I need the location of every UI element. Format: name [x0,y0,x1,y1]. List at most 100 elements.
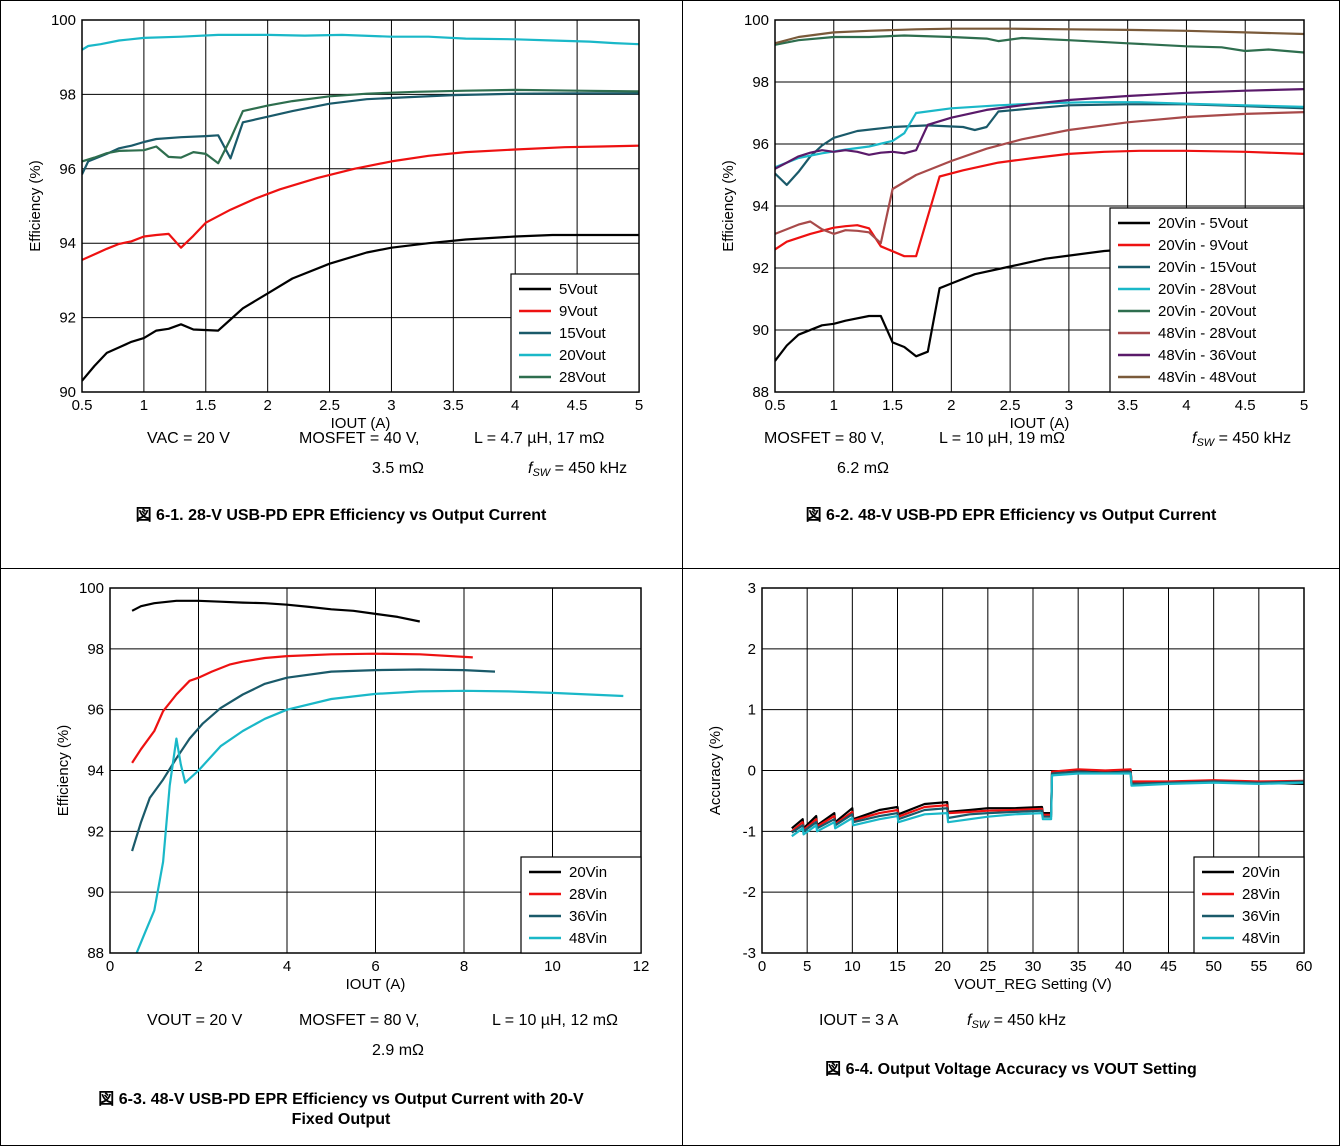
x-tick-label: 1.5 [882,397,903,414]
x-tick-label: 0 [758,958,766,975]
legend-box [1109,207,1305,393]
y-axis-label: Efficiency (%) [27,160,44,251]
series-line-28vout [82,88,639,165]
x-tick-label: 10 [544,958,561,975]
fsw-symbol: f [528,460,533,477]
legend-label: 48Vin - 28Vout [1158,325,1257,342]
y-axis-label: Efficiency (%) [55,725,72,816]
y-tick-label: 92 [59,310,76,327]
y-tick-label: 88 [752,384,769,401]
legend-label: 20Vin - 20Vout [1158,303,1257,320]
series-line-20vin-20vout [775,34,1304,54]
condition-vac: VAC = 20 V [147,430,230,447]
x-tick-label: 0.5 [72,397,93,414]
y-tick-label: 94 [752,198,769,215]
legend-label: 9Vout [559,303,598,320]
fsw-value: = 450 kHz [993,1012,1067,1029]
x-tick-label: 1 [140,397,148,414]
legend-label: 28Vin [569,886,607,903]
chart-efficiency-28v: 0.5 1 1.5 2 2.5 3 3.5 4 4.5 5 90 92 94 96 98 100 IOUT (A… [27,12,643,432]
x-tick-label: 4.5 [1235,397,1256,414]
legend-label: 20Vout [559,347,607,364]
series-line-20vin [131,599,421,623]
legend-label: 20Vin [1242,864,1280,881]
frame-top [0,0,1340,1]
x-tick-label: 15 [889,958,906,975]
legend: 20Vin 28Vin 36Vin 48Vin [520,856,642,954]
plot-border [109,587,642,954]
chart-output-accuracy: 0 5 10 15 20 25 30 35 40 45 50 55 60 -3 -2 -1 0 1 2 3 VOUT_R… [707,580,1313,993]
x-tick-label: 3.5 [443,397,464,414]
y-tick-label: -2 [743,884,756,901]
figure-caption-3-line-2: Fixed Output [291,1111,391,1128]
legend-label: 20Vin - 28Vout [1158,281,1257,298]
x-tick-label: 50 [1205,958,1222,975]
series-line-36vin [131,668,496,852]
x-tick-label: 4 [1182,397,1190,414]
x-tick-label: 10 [844,958,861,975]
x-tick-label: 5 [1300,397,1308,414]
x-tick-label: 4.5 [567,397,588,414]
series-line-20vin-15vout [775,103,1304,186]
condition-mosfet: MOSFET = 40 V, [299,430,420,447]
figure-caption-3: 図 6-3. 48-V USB-PD EPR Efficiency vs Out… [0,1090,682,1130]
y-tick-label: 90 [59,384,76,401]
series-line-5vout [82,233,639,382]
x-tick-label: 3.5 [1117,397,1138,414]
y-axis-label: Accuracy (%) [707,726,724,815]
x-axis-label: IOUT (A) [346,976,406,993]
x-tick-label: 60 [1296,958,1313,975]
y-tick-label: 98 [752,74,769,91]
x-tick-label: 0.5 [765,397,786,414]
series-line-20vin-5vout [775,245,1163,362]
x-tick-label: 4 [283,958,291,975]
fsw-value: = 450 kHz [554,460,628,477]
condition-fsw: fSW = 450 kHz [528,460,627,479]
legend: 20Vin - 5Vout 20Vin - 9Vout 20Vin - 15Vout… [1109,207,1305,393]
series-line-36vin [791,770,1304,834]
x-tick-label: 35 [1070,958,1087,975]
condition-inductor: L = 10 µH, 12 mΩ [492,1012,618,1029]
y-tick-label: 1 [748,702,756,719]
y-tick-label: 100 [51,12,76,29]
x-tick-label: 1 [830,397,838,414]
frame-middle [0,568,1340,569]
series-line-28vin [131,652,473,764]
x-tick-label: 6 [371,958,379,975]
condition-vout: VOUT = 20 V [147,1012,243,1029]
y-tick-label: 100 [79,580,104,597]
legend-label: 15Vout [559,325,607,342]
condition-inductor: L = 4.7 µH, 17 mΩ [474,430,605,447]
legend: 20Vin 28Vin 36Vin 48Vin [1193,856,1305,954]
x-tick-label: 1.5 [195,397,216,414]
legend-label: 36Vin [1242,908,1280,925]
legend-label: 28Vout [559,369,607,386]
legend-label: 5Vout [559,281,598,298]
y-tick-label: 88 [87,945,104,962]
y-tick-label: 94 [87,763,104,780]
x-tick-label: 2 [194,958,202,975]
chart-efficiency-48v: 0.5 1 1.5 2 2.5 3 3.5 4 4.5 5 88 90 92 94 96 98 100 IOUT … [720,12,1308,432]
fsw-symbol: f [967,1012,972,1029]
series-line-48vin [135,689,624,953]
x-tick-label: 4 [511,397,519,414]
legend-label: 20Vin [569,864,607,881]
condition-fsw: fSW = 450 kHz [967,1012,1066,1031]
x-tick-label: 12 [633,958,650,975]
series-line-48vin-28vout [775,111,1304,245]
series-line-48vin [791,772,1304,838]
x-tick-label: 3 [387,397,395,414]
frame-left [0,0,1,1146]
x-tick-label: 5 [803,958,811,975]
x-tick-label: 20 [934,958,951,975]
series-line-48vin-48vout [775,27,1304,45]
x-tick-label: 55 [1250,958,1267,975]
y-tick-label: 98 [59,86,76,103]
y-tick-label: 96 [87,702,104,719]
legend-label: 48Vin - 36Vout [1158,347,1257,364]
x-tick-label: 2 [263,397,271,414]
y-tick-label: 0 [748,763,756,780]
condition-iout: IOUT = 3 A [819,1012,899,1029]
x-tick-label: 2.5 [1000,397,1021,414]
series-line-48vin-36vout [775,88,1304,170]
